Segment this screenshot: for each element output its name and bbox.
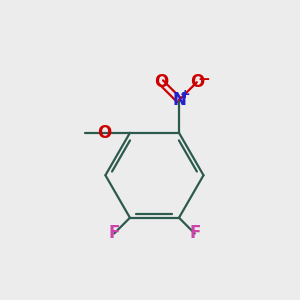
Text: O: O [190, 73, 204, 91]
Text: F: F [109, 224, 120, 242]
Text: O: O [98, 124, 112, 142]
Text: N: N [172, 91, 186, 109]
Text: +: + [180, 88, 190, 101]
Text: F: F [189, 224, 200, 242]
Text: O: O [154, 73, 168, 91]
Text: −: − [197, 72, 210, 87]
